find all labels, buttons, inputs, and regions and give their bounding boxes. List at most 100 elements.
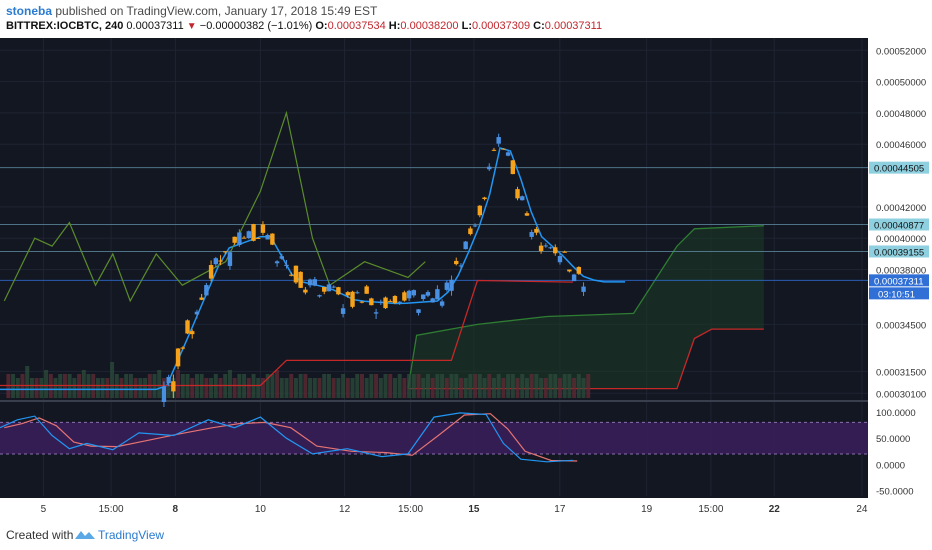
candle-body	[350, 291, 355, 307]
price-tick-label: 0.00031500	[876, 367, 926, 378]
volume-bar	[567, 374, 572, 398]
volume-bar	[411, 374, 416, 398]
volume-bar	[534, 374, 539, 398]
countdown-text: 03:10:51	[878, 289, 915, 300]
volume-bar	[232, 378, 237, 398]
volume-bar	[477, 374, 482, 398]
stoch-tick-label: 50.0000	[876, 434, 910, 445]
volume-bar	[166, 378, 171, 398]
candle-body	[279, 256, 285, 259]
volume-bar	[454, 374, 459, 398]
candle-body	[557, 256, 563, 263]
volume-bar	[34, 378, 39, 398]
candle-body	[223, 251, 228, 253]
volume-bar	[383, 374, 388, 398]
stochastic-pane	[0, 412, 868, 463]
price-label-text: 0.00040877	[874, 220, 924, 231]
candle-body	[274, 261, 280, 264]
created-with-text: Created with	[6, 528, 74, 542]
volume-bar	[463, 378, 468, 398]
price-tick-label: 0.00030100	[876, 389, 926, 400]
volume-bar	[289, 374, 294, 398]
candle-body	[232, 236, 237, 243]
candle-body	[487, 166, 492, 170]
candle-body	[510, 160, 516, 175]
volume-bar	[468, 374, 473, 398]
candle-body	[237, 232, 242, 246]
volume-bar	[473, 374, 478, 398]
close-label: C:	[533, 20, 545, 32]
candle-body	[378, 301, 384, 303]
time-axis-background	[0, 498, 932, 518]
candle-body	[553, 247, 558, 254]
volume-bar	[407, 374, 412, 398]
volume-bar	[562, 374, 567, 398]
volume-bar	[482, 378, 487, 398]
volume-bar	[279, 378, 284, 398]
candle-body	[416, 309, 421, 313]
last-price: 0.00037311	[126, 20, 184, 32]
volume-bar	[284, 378, 289, 398]
volume-bar	[506, 374, 511, 398]
price-axis[interactable]: 0.00052000 0.00050000 0.00048000 0.00046000…	[869, 46, 929, 400]
time-tick-label: 15:00	[99, 504, 124, 515]
candle-body	[265, 234, 270, 240]
volume-bar	[520, 374, 525, 398]
volume-bar	[553, 374, 558, 398]
candle-body	[392, 295, 398, 303]
candle-body	[199, 297, 204, 300]
candle-body	[289, 274, 294, 276]
stochastic-axis[interactable]: 100.0000 50.0000 0.0000 -50.0000	[876, 408, 916, 498]
base-line	[0, 279, 573, 387]
time-tick-label: 19	[641, 504, 653, 515]
time-axis[interactable]: 5 15:00 8 10 12 15:00 15 17 19 15:00 22 24	[41, 504, 868, 515]
price-label-text: 0.00039155	[874, 247, 924, 258]
candle-body	[411, 290, 417, 296]
candle-body	[581, 286, 586, 292]
volume-bar	[458, 378, 463, 398]
volume-bar	[435, 374, 440, 398]
open-label: O:	[315, 20, 328, 32]
volume-bar	[449, 374, 454, 398]
volume-bar	[293, 378, 298, 398]
candle-body	[345, 292, 351, 296]
volume-bar	[265, 374, 270, 398]
candle-body	[435, 289, 440, 300]
ohlc-legend: BITTREX:IOCBTC, 240 0.00037311 ▼ −0.0000…	[6, 20, 602, 32]
volume-bar	[218, 378, 223, 398]
candle-body	[515, 189, 520, 199]
volume-bar	[543, 378, 548, 398]
candle-body	[425, 292, 431, 296]
candle-body	[307, 279, 313, 286]
price-label-box	[869, 274, 929, 287]
time-tick-label: 15:00	[698, 504, 723, 515]
volume-bar	[326, 374, 331, 398]
volume-bar	[298, 374, 303, 398]
volume-bar	[359, 374, 364, 398]
price-label-box	[869, 218, 929, 231]
indicator-lines	[0, 110, 625, 391]
chart-area[interactable]: 0.00052000 0.00050000 0.00048000 0.00046000…	[0, 38, 932, 518]
candle-body	[317, 295, 322, 297]
volume-bar	[501, 378, 506, 398]
price-tick-label: 0.00046000	[876, 140, 926, 151]
candle-body	[524, 213, 530, 216]
symbol-label[interactable]: BITTREX:IOCBTC, 240	[6, 20, 124, 32]
grid	[0, 38, 868, 496]
candle-body	[444, 282, 450, 290]
volume-bar	[430, 378, 435, 398]
candle-body	[298, 271, 303, 288]
candle-body	[571, 274, 577, 282]
tradingview-brand[interactable]: TradingView	[98, 528, 165, 542]
lagging-line	[3, 110, 426, 303]
publish-line: stoneba published on TradingView.com, Ja…	[6, 4, 377, 18]
volume-bar	[53, 378, 58, 398]
candle-body	[213, 258, 219, 265]
author-link[interactable]: stoneba	[6, 4, 53, 18]
volume-bar	[105, 378, 110, 398]
stoch-tick-label: -50.0000	[876, 487, 914, 498]
candle-body	[331, 286, 336, 288]
volume-bar	[227, 370, 232, 398]
price-tick-label: 0.00034500	[876, 320, 926, 331]
candle-body	[468, 228, 473, 235]
